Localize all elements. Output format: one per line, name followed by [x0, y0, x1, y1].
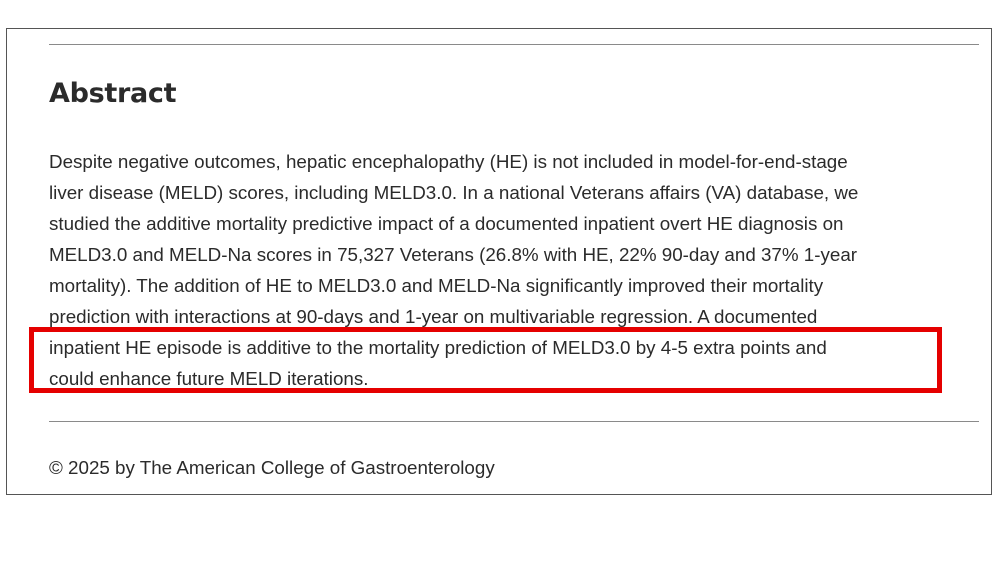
abstract-heading: Abstract [49, 78, 177, 109]
abstract-line-1: Despite negative outcomes, hepatic encep… [49, 151, 848, 172]
abstract-line-8: could enhance future MELD iterations. [49, 368, 369, 389]
copyright-notice: © 2025 by The American College of Gastro… [49, 457, 495, 478]
abstract-panel: Abstract Despite negative outcomes, hepa… [6, 28, 992, 495]
bottom-divider [49, 421, 979, 422]
top-divider [49, 44, 979, 45]
abstract-line-3: studied the additive mortality predictiv… [49, 213, 844, 234]
abstract-text: Despite negative outcomes, hepatic encep… [49, 146, 979, 394]
abstract-line-2: liver disease (MELD) scores, including M… [49, 182, 859, 203]
abstract-line-7: inpatient HE episode is additive to the … [49, 337, 827, 358]
abstract-line-6: prediction with interactions at 90-days … [49, 306, 818, 327]
abstract-line-4: MELD3.0 and MELD-Na scores in 75,327 Vet… [49, 244, 858, 265]
abstract-line-5: mortality). The addition of HE to MELD3.… [49, 275, 824, 296]
